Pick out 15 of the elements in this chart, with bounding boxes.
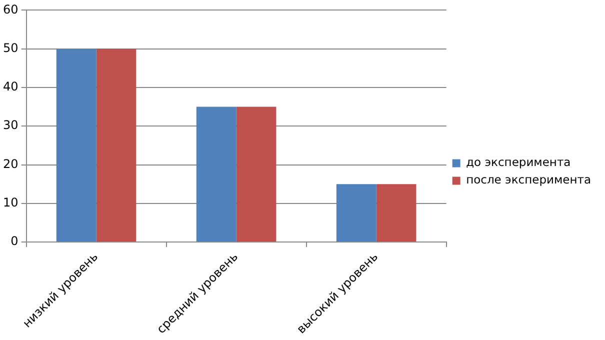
bar — [96, 48, 136, 242]
y-tick-label: 60 — [2, 2, 18, 16]
bar — [376, 184, 416, 242]
y-tick-label: 20 — [2, 156, 18, 171]
y-tick-label: 0 — [10, 234, 18, 248]
y-tick-label: 40 — [2, 80, 18, 94]
bar — [56, 48, 96, 242]
bar — [236, 106, 276, 242]
legend-label: после эксперимента — [466, 172, 592, 187]
bar — [336, 184, 376, 242]
y-tick-label: 10 — [2, 196, 18, 210]
bar — [196, 106, 236, 242]
y-tick-label: 50 — [2, 40, 18, 55]
y-tick-label: 30 — [2, 118, 18, 132]
legend-label: до эксперимента — [466, 155, 571, 170]
